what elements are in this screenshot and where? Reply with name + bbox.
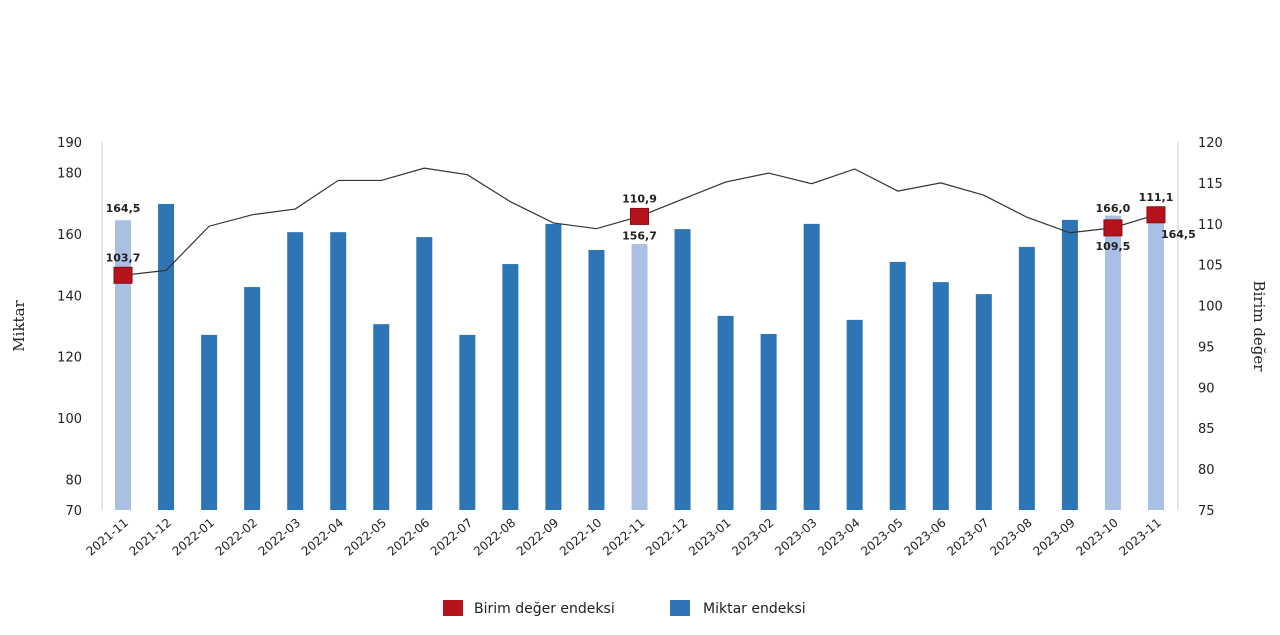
x-tick-label: 2021-12 <box>127 516 174 559</box>
bar-2022-11 <box>631 244 648 510</box>
bar-2023-04 <box>846 319 863 510</box>
bar-2022-07 <box>459 334 476 510</box>
x-tick-label: 2022-09 <box>514 516 561 559</box>
line-series <box>113 167 1166 284</box>
bar-2021-11 <box>115 220 132 510</box>
right-tick-label: 80 <box>1198 463 1215 478</box>
x-tick-label: 2023-11 <box>1116 516 1163 559</box>
bar-2023-10 <box>1104 215 1121 510</box>
data-label: 166,0 <box>1096 202 1131 215</box>
x-tick-label: 2023-04 <box>815 516 862 559</box>
x-tick-label: 2023-02 <box>729 516 776 559</box>
bar-2023-06 <box>932 282 949 510</box>
marker-2022-11 <box>630 207 649 225</box>
right-tick-label: 85 <box>1198 422 1215 437</box>
bar-2023-08 <box>1018 246 1035 510</box>
x-tick-label: 2022-06 <box>385 516 432 559</box>
x-tick-label: 2023-03 <box>772 516 819 559</box>
data-label: 164,5 <box>106 202 141 215</box>
left-tick-label: 70 <box>65 504 82 519</box>
x-tick-label: 2022-01 <box>170 516 217 559</box>
x-tick-label: 2022-02 <box>213 516 260 559</box>
x-tick-label: 2022-07 <box>428 516 475 559</box>
x-tick-label: 2023-05 <box>858 516 905 559</box>
left-tick-label: 80 <box>65 473 82 488</box>
x-tick-label: 2023-07 <box>944 516 991 559</box>
marker-2023-10 <box>1103 219 1123 237</box>
x-tick-label: 2022-04 <box>299 516 346 559</box>
bar-2023-09 <box>1061 219 1078 511</box>
x-tick-label: 2022-10 <box>557 516 604 559</box>
bar-2022-12 <box>674 229 691 511</box>
right-tick-label: 90 <box>1198 381 1215 396</box>
bar-2022-06 <box>416 237 433 511</box>
bar-2021-12 <box>158 203 175 511</box>
marker-2021-11 <box>113 266 133 284</box>
data-label: 111,1 <box>1139 191 1174 204</box>
bar-2023-01 <box>717 315 734 510</box>
x-tick-label: 2023-10 <box>1073 516 1120 559</box>
x-tick-label: 2023-08 <box>987 516 1034 559</box>
left-tick-label: 160 <box>57 228 82 243</box>
axes: 70 80 100 120 140 160 180 190 75 80 85 90 95 100 105 11… <box>57 136 1223 519</box>
right-tick-label: 110 <box>1198 218 1223 233</box>
bar-2022-10 <box>588 249 605 511</box>
x-tick-label: 2023-06 <box>901 516 948 559</box>
left-tick-label: 120 <box>57 351 82 366</box>
x-tick-label: 2022-03 <box>256 516 303 559</box>
left-tick-label: 180 <box>57 167 82 182</box>
right-tick-label: 120 <box>1198 136 1223 151</box>
data-label: 156,7 <box>622 229 657 242</box>
bar-2023-11 <box>1147 220 1164 510</box>
x-tick-label: 2022-11 <box>600 516 647 559</box>
data-label: 103,7 <box>106 251 141 264</box>
bars <box>115 203 1164 511</box>
legend-label-birim: Birim değer endeksi <box>474 601 615 617</box>
legend-swatch-miktar <box>670 600 690 616</box>
data-label: 110,9 <box>622 192 657 205</box>
bar-2022-04 <box>330 232 347 510</box>
legend-swatch-birim <box>443 600 463 616</box>
x-axis-ticks: 2021-112021-122022-012022-022022-032022-… <box>84 516 1164 559</box>
bar-2022-05 <box>373 324 390 510</box>
x-tick-label: 2022-12 <box>643 516 690 559</box>
bar-2022-02 <box>244 287 261 510</box>
marker-2023-11 <box>1146 206 1166 224</box>
bar-2023-05 <box>889 261 906 510</box>
left-tick-label: 100 <box>57 412 82 427</box>
x-tick-label: 2023-01 <box>686 516 733 559</box>
left-axis-title: Miktar <box>10 299 28 351</box>
bar-2022-03 <box>287 232 304 510</box>
bar-2022-09 <box>545 223 562 510</box>
legend-label-miktar: Miktar endeksi <box>703 601 806 617</box>
left-tick-label: 140 <box>57 289 82 304</box>
bar-2023-03 <box>803 223 820 510</box>
right-tick-label: 100 <box>1198 300 1223 315</box>
right-tick-label: 75 <box>1198 504 1215 519</box>
bar-2023-07 <box>975 294 992 510</box>
x-tick-label: 2021-11 <box>84 516 131 559</box>
data-label: 164,5 <box>1161 228 1196 241</box>
right-axis-title: Birim değer <box>1250 281 1268 373</box>
data-label: 109,5 <box>1096 240 1131 253</box>
right-tick-label: 115 <box>1198 177 1223 192</box>
x-tick-label: 2022-05 <box>342 516 389 559</box>
legend: Birim değer endeksi Miktar endeksi <box>443 600 806 617</box>
x-tick-label: 2022-08 <box>471 516 518 559</box>
right-tick-label: 105 <box>1198 259 1223 274</box>
x-tick-label: 2023-09 <box>1030 516 1077 559</box>
bar-2023-02 <box>760 333 777 510</box>
right-tick-label: 95 <box>1198 340 1215 355</box>
bar-2022-08 <box>502 264 519 510</box>
bar-2022-01 <box>201 334 218 510</box>
data-labels: 164,5 103,7 110,9 156,7 166,0 109,5 111,1 164,5 <box>106 191 1196 265</box>
left-tick-label: 190 <box>57 136 82 151</box>
